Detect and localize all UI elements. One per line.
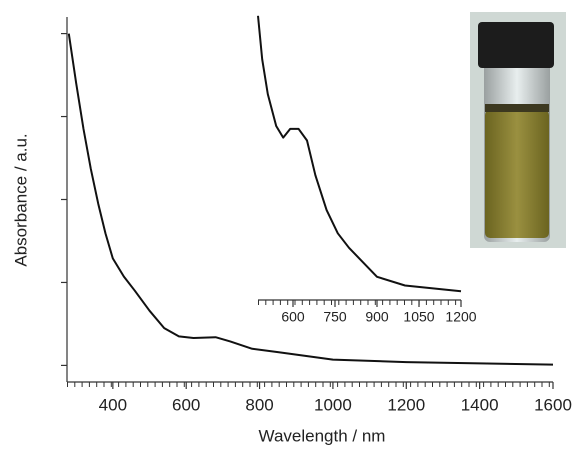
data-line [67, 33, 554, 366]
y-axis-label: Absorbance / a.u. [11, 133, 30, 266]
x-tick-label: 1200 [445, 309, 476, 325]
x-tick-label: 400 [99, 395, 127, 414]
x-tick-label: 600 [281, 309, 305, 325]
x-tick-label: 900 [365, 309, 389, 325]
x-tick-label: 1000 [314, 395, 352, 414]
x-tick-label: 1050 [403, 309, 434, 325]
x-tick-label: 600 [172, 395, 200, 414]
inset: 600 750 900 1050 1200 [257, 15, 477, 325]
x-axis-label: Wavelength / nm [259, 426, 386, 445]
x-tick-label: 1400 [461, 395, 499, 414]
x-tick-label: 800 [245, 395, 273, 414]
x-tick-label: 1200 [387, 395, 425, 414]
x-tick-label: 1600 [534, 395, 572, 414]
x-tick-label: 750 [323, 309, 347, 325]
vial-photo [470, 12, 566, 248]
data-line [257, 15, 462, 293]
